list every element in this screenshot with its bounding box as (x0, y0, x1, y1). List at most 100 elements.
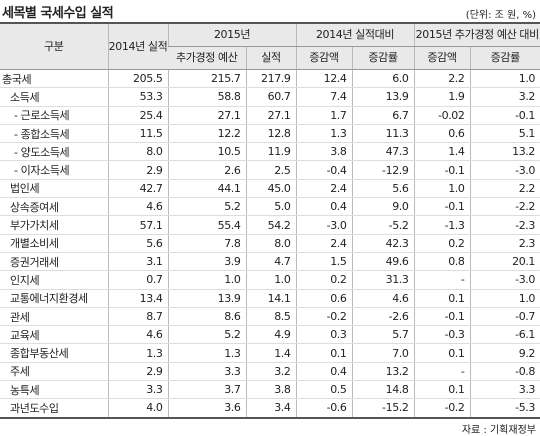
header-cell: 2015년 추가경정 예산 대비 (413, 22, 540, 47)
row-label: 과년도수입 (0, 398, 108, 419)
cell: 5.0 (245, 197, 296, 217)
cell: 53.3 (107, 87, 168, 107)
cell: 47.3 (351, 142, 414, 162)
cell: 31.3 (351, 270, 414, 290)
table-row: - 종합소득세 11.5 12.2 12.8 1.3 11.3 0.6 5.1 (0, 124, 540, 144)
cell: 6.7 (351, 106, 414, 125)
cell: 5.6 (107, 234, 168, 253)
cell: 3.8 (295, 142, 352, 162)
cell: 58.8 (167, 87, 246, 107)
cell: 13.2 (469, 142, 540, 162)
row-label: 농특세 (0, 380, 108, 400)
cell: 11.5 (107, 124, 168, 144)
cell: 54.2 (245, 215, 296, 235)
cell: 5.2 (167, 197, 246, 217)
cell: 0.1 (295, 343, 352, 363)
cell: 13.9 (351, 87, 414, 107)
cell: 3.9 (167, 252, 246, 272)
cell: 205.5 (107, 69, 168, 89)
cell: 60.7 (245, 87, 296, 107)
table-row: 개별소비세 5.6 7.8 8.0 2.4 42.3 0.2 2.3 (0, 234, 540, 253)
header-row: 구분 2014년 실적 2015년 2014년 실적대비 2015년 추가경정 … (0, 22, 540, 70)
header-cell: 2014년 실적 (107, 22, 168, 70)
cell: 2.6 (167, 160, 246, 180)
cell: 215.7 (167, 69, 246, 89)
header-cell: 구분 (0, 22, 108, 70)
cell: 0.4 (295, 197, 352, 217)
cell: -0.7 (469, 307, 540, 327)
cell: 0.6 (295, 289, 352, 308)
table-body: 총국세 205.5 215.7 217.9 12.4 6.0 2.2 1.0 소득세 53.3 58… (0, 69, 540, 419)
cell: 20.1 (469, 252, 540, 272)
cell: 2.4 (295, 179, 352, 199)
table-row: - 근로소득세 25.4 27.1 27.1 1.7 6.7 -0.02 -0.1 (0, 106, 540, 125)
cell: 12.2 (167, 124, 246, 144)
cell: 2.9 (107, 160, 168, 180)
row-label: 소득세 (0, 87, 108, 107)
cell: -0.6 (295, 398, 352, 419)
row-label: - 종합소득세 (0, 124, 108, 144)
row-label: 관세 (0, 307, 108, 327)
header-cell: 증감률 (351, 46, 414, 70)
row-label: 주세 (0, 362, 108, 382)
cell: 45.0 (245, 179, 296, 199)
cell: 3.3 (167, 362, 246, 382)
cell: 27.1 (245, 106, 296, 125)
cell: -5.3 (469, 398, 540, 419)
cell: 12.8 (245, 124, 296, 144)
row-label: 교육세 (0, 325, 108, 345)
cell: 13.9 (167, 289, 246, 308)
row-label: 법인세 (0, 179, 108, 199)
cell: -0.3 (413, 325, 470, 345)
cell: 2.4 (295, 234, 352, 253)
cell: -0.02 (413, 106, 470, 125)
cell: 42.7 (107, 179, 168, 199)
table-row: 증권거래세 3.1 3.9 4.7 1.5 49.6 0.8 20.1 (0, 252, 540, 272)
header-cell: 실적 (245, 46, 296, 70)
cell: 25.4 (107, 106, 168, 125)
header-cell: 2014년 실적대비 (295, 22, 414, 47)
cell: 4.6 (107, 197, 168, 217)
header-row: 추가경정 예산 실적 증감액 증감률 증감액 증감률 (0, 46, 540, 70)
cell: 4.6 (351, 289, 414, 308)
cell: 0.1 (413, 289, 470, 308)
row-label: - 근로소득세 (0, 106, 108, 125)
cell: 1.3 (295, 124, 352, 144)
table-row: 인지세 0.7 1.0 1.0 0.2 31.3- -3.0 (0, 270, 540, 290)
row-label: 교통에너지환경세 (0, 289, 108, 308)
cell: 2.9 (107, 362, 168, 382)
table-row: 관세 8.7 8.6 8.5 -0.2 -2.6 -0.1 -0.7 (0, 307, 540, 327)
cell: 9.2 (469, 343, 540, 363)
cell: 1.0 (167, 270, 246, 290)
table-row: - 양도소득세 8.0 10.5 11.9 3.8 47.3 1.4 13.2 (0, 142, 540, 162)
cell: - (413, 362, 470, 382)
cell: 11.9 (245, 142, 296, 162)
header-cell: 추가경정 예산 (168, 46, 246, 70)
source: 자료 : 기획재정부 (461, 424, 536, 436)
cell: - (413, 270, 470, 290)
cell: -2.3 (469, 215, 540, 235)
cell: -1.3 (413, 215, 470, 235)
cell: 11.3 (351, 124, 414, 144)
cell: -0.2 (295, 307, 352, 327)
table-row: 농특세 3.3 3.7 3.8 0.5 14.8 0.1 3.3 (0, 380, 540, 400)
row-label: 부가가치세 (0, 215, 108, 235)
cell: 8.0 (107, 142, 168, 162)
cell: -15.2 (351, 398, 414, 419)
cell: 0.3 (295, 325, 352, 345)
cell: -5.2 (351, 215, 414, 235)
cell: 8.7 (107, 307, 168, 327)
table-row: 주세 2.9 3.3 3.2 0.4 13.2- -0.8 (0, 362, 540, 382)
cell: 1.3 (167, 343, 246, 363)
cell: 7.0 (351, 343, 414, 363)
cell: 4.7 (245, 252, 296, 272)
cell: 27.1 (167, 106, 246, 125)
cell: 0.2 (295, 270, 352, 290)
cell: 7.8 (167, 234, 246, 253)
cell: 55.4 (167, 215, 246, 235)
cell: 0.5 (295, 380, 352, 400)
cell: 1.7 (295, 106, 352, 125)
table-row: - 이자소득세 2.9 2.6 2.5 -0.4 -12.9 -0.1 -3.0 (0, 160, 540, 180)
cell: 14.8 (351, 380, 414, 400)
cell: 4.0 (107, 398, 168, 419)
